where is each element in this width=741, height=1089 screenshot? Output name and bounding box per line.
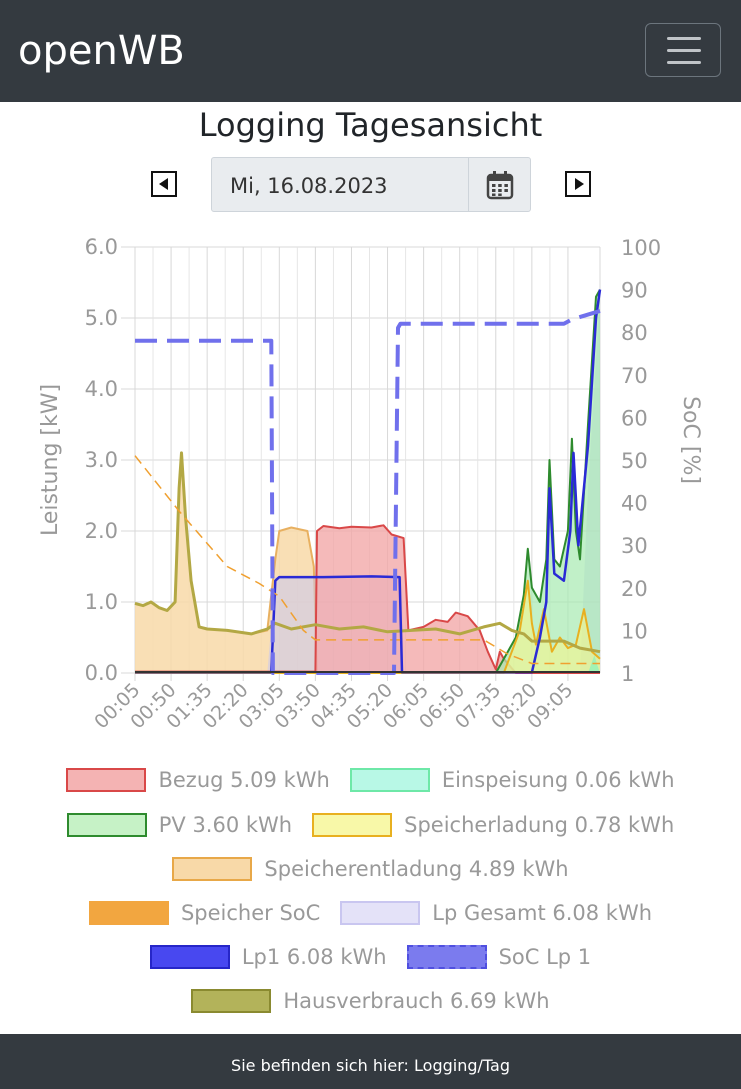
series-line-lp1 bbox=[135, 289, 602, 674]
y-tick-label: 0.0 bbox=[85, 661, 118, 685]
legend-swatch bbox=[406, 945, 487, 969]
y2-tick-label: 80 bbox=[621, 321, 648, 345]
previous-day-button[interactable] bbox=[151, 171, 177, 197]
series-line-soc bbox=[135, 308, 601, 675]
hamburger-menu-icon[interactable] bbox=[645, 23, 721, 77]
legend-item[interactable]: Bezug 5.09 kWh bbox=[66, 768, 330, 792]
legend-row: Lp1 6.08 kWh SoC Lp 1 bbox=[0, 937, 741, 977]
y2-tick-label: 20 bbox=[621, 577, 648, 601]
series-line-hausverbrauch bbox=[134, 451, 601, 654]
legend-item[interactable]: Lp Gesamt 6.08 kWh bbox=[340, 901, 652, 925]
legend-label: Speicherladung 0.78 kWh bbox=[404, 813, 675, 837]
y-tick-label: 1.0 bbox=[85, 590, 118, 614]
legend-label: PV 3.60 kWh bbox=[158, 813, 293, 837]
next-day-button[interactable] bbox=[565, 171, 591, 197]
footer-breadcrumb: Sie befinden sich hier: Logging/Tag bbox=[231, 1056, 510, 1075]
caret-right-icon bbox=[575, 178, 584, 190]
y-tick-label: 2.0 bbox=[85, 519, 118, 543]
legend-item[interactable]: Speicher SoC bbox=[88, 901, 321, 925]
series-line-pv bbox=[135, 289, 601, 674]
y2-tick-label: 40 bbox=[621, 492, 648, 516]
legend-row: Bezug 5.09 kWh Einspeisung 0.06 kWh bbox=[0, 760, 741, 800]
footer: Sie befinden sich hier: Logging/Tag bbox=[0, 1034, 741, 1089]
y-tick-label: 5.0 bbox=[85, 306, 118, 330]
legend-label: Speicherentladung 4.89 kWh bbox=[264, 857, 569, 881]
legend-item[interactable]: PV 3.60 kWh bbox=[66, 813, 293, 837]
y2-tick-label: 60 bbox=[621, 406, 648, 430]
legend-item[interactable]: Hausverbrauch 6.69 kWh bbox=[191, 989, 550, 1013]
date-picker[interactable]: Mi, 16.08.2023 bbox=[211, 157, 531, 212]
date-input[interactable]: Mi, 16.08.2023 bbox=[230, 174, 388, 198]
legend-swatch bbox=[149, 945, 230, 969]
y-tick-label: 3.0 bbox=[85, 448, 118, 472]
series-line-speicher bbox=[134, 455, 600, 665]
legend-row: Hausverbrauch 6.69 kWh bbox=[0, 981, 741, 1021]
chart: 0.0 1.0 2.0 3.0 4.0 5.0 6.0 1 10 20 30 40 50 60 70 80 90… bbox=[38, 235, 703, 733]
y2-tick-label: 90 bbox=[621, 279, 648, 303]
navbar: openWB bbox=[0, 0, 741, 102]
legend-item[interactable]: Lp1 6.08 kWh bbox=[149, 945, 387, 969]
calendar-icon[interactable] bbox=[486, 170, 514, 200]
legend-label: SoC Lp 1 bbox=[498, 945, 592, 969]
y2-tick-label: 100 bbox=[621, 236, 661, 260]
legend-row: Speicherentladung 4.89 kWh bbox=[0, 849, 741, 889]
page-title: Logging Tagesansicht bbox=[198, 106, 543, 144]
caret-left-icon bbox=[159, 178, 168, 190]
y2-tick-label: 10 bbox=[621, 619, 648, 643]
legend-swatch bbox=[349, 768, 430, 792]
legend-label: Lp1 6.08 kWh bbox=[241, 945, 387, 969]
legend-swatch bbox=[88, 901, 169, 925]
legend-swatch bbox=[312, 813, 393, 837]
legend-swatch bbox=[172, 857, 253, 881]
legend-swatch bbox=[66, 813, 147, 837]
legend-swatch bbox=[66, 768, 147, 792]
legend-label: Lp Gesamt 6.08 kWh bbox=[432, 901, 653, 925]
legend-swatch bbox=[340, 901, 421, 925]
legend-item[interactable]: Speicherentladung 4.89 kWh bbox=[172, 857, 569, 881]
legend-label: Speicher SoC bbox=[180, 901, 321, 925]
brand-logo[interactable]: openWB bbox=[18, 28, 185, 74]
series-area-bezug bbox=[135, 525, 600, 673]
legend-item[interactable]: Speicherladung 0.78 kWh bbox=[312, 813, 674, 837]
y-axis-title: Leistung [kW] bbox=[38, 384, 63, 536]
y-tick-label: 6.0 bbox=[85, 235, 118, 259]
legend-swatch bbox=[191, 989, 272, 1013]
y2-tick-label: 1 bbox=[621, 662, 634, 686]
y2-tick-label: 50 bbox=[621, 449, 648, 473]
legend-label: Einspeisung 0.06 kWh bbox=[441, 768, 675, 792]
y-tick-label: 4.0 bbox=[85, 377, 118, 401]
legend-row: Speicher SoC Lp Gesamt 6.08 kWh bbox=[0, 893, 741, 933]
divider bbox=[468, 158, 469, 211]
y2-axis-title: SoC [%] bbox=[678, 396, 703, 484]
legend-label: Bezug 5.09 kWh bbox=[158, 768, 330, 792]
legend-item[interactable]: Einspeisung 0.06 kWh bbox=[349, 768, 675, 792]
series-area-pv bbox=[135, 289, 600, 673]
legend-label: Hausverbrauch 6.69 kWh bbox=[283, 989, 550, 1013]
y2-tick-label: 70 bbox=[621, 364, 648, 388]
y2-tick-label: 30 bbox=[621, 534, 648, 558]
legend-row: PV 3.60 kWh Speicherladung 0.78 kWh bbox=[0, 805, 741, 845]
legend-item[interactable]: SoC Lp 1 bbox=[406, 945, 592, 969]
